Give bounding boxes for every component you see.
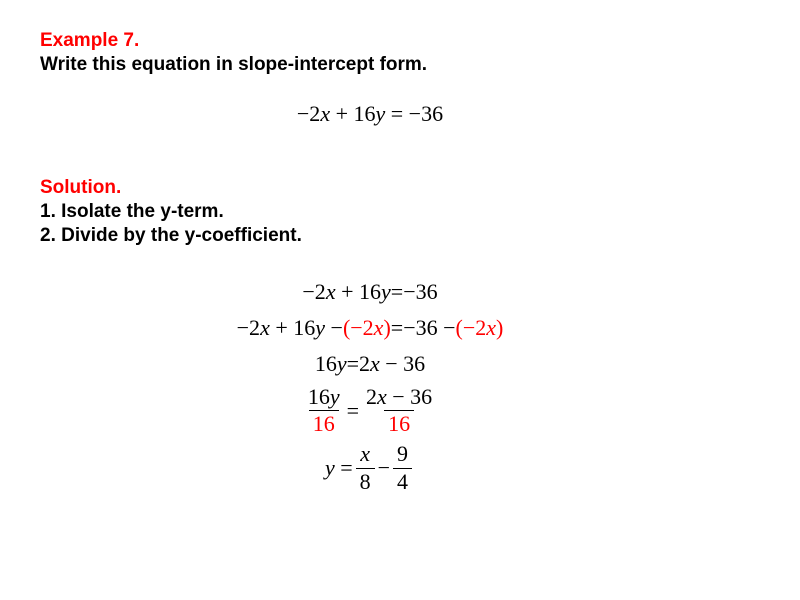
w4-right-den: 16 <box>384 410 414 436</box>
w5-lead: y = <box>325 455 353 481</box>
w2-right-a: −36 − <box>403 315 455 341</box>
work-line-2: −2x + 16y − (−2x) = −36 − (−2x) <box>0 313 760 343</box>
eq-part-3: y <box>376 101 386 126</box>
work-line-3: 16y = 2x − 36 <box>0 349 760 379</box>
example-title: Example 7. <box>40 30 760 52</box>
solution-label-text: Solution. <box>40 177 121 198</box>
w1-right: −36 <box>403 279 437 305</box>
instruction: Write this equation in slope-intercept f… <box>40 54 760 76</box>
w2-left-red: (−2x) <box>343 315 391 341</box>
w3-right: 2x − 36 <box>359 351 425 377</box>
w4-left-frac: 16y 16 <box>304 385 344 436</box>
eq-part-4: = −36 <box>385 101 443 126</box>
w3-left: 16y <box>315 351 347 377</box>
w2-left-a: −2x + 16y − <box>237 315 343 341</box>
w4-right-frac: 2x − 36 16 <box>362 385 436 436</box>
step-1: 1. Isolate the y-term. <box>40 201 760 223</box>
w5-f1-num: x <box>356 442 374 467</box>
work-line-5: y = x 8 − 9 4 <box>0 442 760 493</box>
work-line-4: 16y 16 = 2x − 36 16 <box>0 385 760 436</box>
work-area: −2x + 16y = −36 −2x + 16y − (−2x) = −36 … <box>40 277 760 494</box>
w5-f1-den: 8 <box>356 468 375 494</box>
w5-f2-num: 9 <box>393 442 412 467</box>
w5-f2-den: 4 <box>393 468 412 494</box>
eq-part-1: x <box>320 101 330 126</box>
w4-right-num: 2x − 36 <box>362 385 436 410</box>
w5-frac1: x 8 <box>356 442 375 493</box>
eq-part-2: + 16 <box>330 101 375 126</box>
solution-label: Solution. <box>40 177 760 199</box>
main-equation: −2x + 16y = −36 <box>0 101 760 127</box>
work-line-1: −2x + 16y = −36 <box>0 277 760 307</box>
w5-frac2: 9 4 <box>393 442 412 493</box>
w4-left-den: 16 <box>309 410 339 436</box>
w2-eq: = <box>391 315 403 341</box>
w2-right-red: (−2x) <box>456 315 504 341</box>
eq-part-0: −2 <box>297 101 320 126</box>
w4-left-num: 16y <box>304 385 344 410</box>
w1-eq: = <box>391 279 403 305</box>
w5-mid: − <box>378 455 390 481</box>
w4-eq: = <box>347 398 359 424</box>
w3-eq: = <box>347 351 359 377</box>
step-2: 2. Divide by the y-coefficient. <box>40 225 760 247</box>
w1-left: −2x + 16y <box>302 279 390 305</box>
example-title-text: Example 7. <box>40 30 139 51</box>
